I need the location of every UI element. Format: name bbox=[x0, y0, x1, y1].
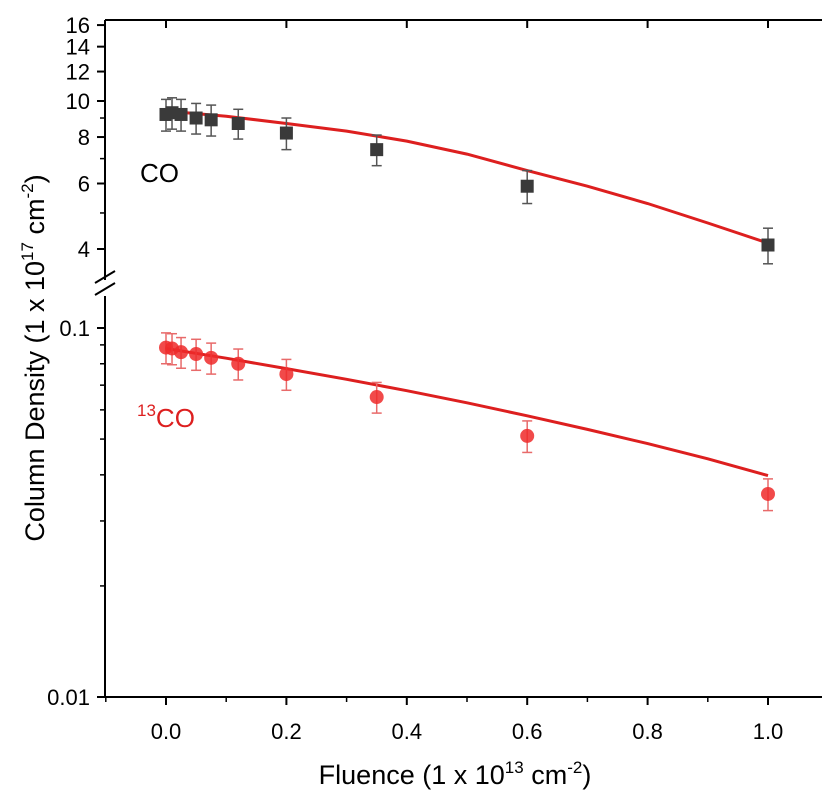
y-tick-label: 6 bbox=[78, 172, 90, 197]
y-tick-label: 4 bbox=[78, 237, 90, 262]
y-tick-label: 12 bbox=[66, 60, 90, 85]
y-tick-label: 0.01 bbox=[47, 685, 90, 710]
data-point-co bbox=[189, 111, 203, 125]
fit-line-co bbox=[165, 109, 769, 245]
x-axis-title: Fluence (1 x 1013 cm-2) bbox=[319, 758, 592, 790]
y-tick-label: 0.1 bbox=[59, 316, 90, 341]
axis-break-mark bbox=[94, 282, 116, 296]
data-point-13co bbox=[189, 347, 204, 362]
x-tick-label: 0.2 bbox=[271, 719, 302, 744]
axis-break-mark bbox=[94, 270, 116, 284]
x-tick-label: 0.6 bbox=[512, 719, 543, 744]
data-point-co bbox=[204, 113, 218, 127]
data-point-13co bbox=[761, 486, 775, 501]
y-tick-label: 10 bbox=[66, 89, 90, 114]
y-axis-title: Column Density (1 x 1017 cm-2) bbox=[18, 174, 50, 541]
data-point-co bbox=[520, 179, 534, 193]
series-label-13co: 13CO bbox=[137, 401, 195, 433]
x-tick-label: 0.0 bbox=[151, 719, 182, 744]
x-tick-label: 0.8 bbox=[632, 719, 663, 744]
data-point-13co bbox=[520, 428, 535, 443]
series-label-co: CO bbox=[140, 158, 179, 188]
data-point-13co bbox=[231, 356, 246, 371]
fit-line-13co bbox=[165, 347, 769, 478]
data-point-co bbox=[279, 126, 293, 140]
data-points bbox=[159, 97, 775, 512]
y-tick-label: 16 bbox=[66, 13, 90, 38]
fit-curves bbox=[165, 109, 769, 478]
data-point-13co bbox=[174, 345, 189, 360]
x-tick-label: 0.4 bbox=[392, 719, 423, 744]
y-tick-label: 14 bbox=[66, 35, 90, 60]
data-point-co bbox=[761, 238, 775, 252]
y-tick-label: 8 bbox=[78, 125, 90, 150]
x-tick-label: 1.0 bbox=[753, 719, 784, 744]
data-point-13co bbox=[369, 390, 384, 405]
data-point-co bbox=[174, 107, 188, 121]
data-point-13co bbox=[279, 367, 294, 382]
data-point-co bbox=[370, 143, 384, 157]
data-point-13co bbox=[204, 350, 219, 365]
data-point-co bbox=[231, 116, 245, 130]
